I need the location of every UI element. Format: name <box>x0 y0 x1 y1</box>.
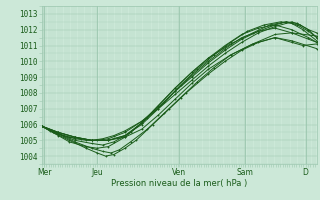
X-axis label: Pression niveau de la mer( hPa ): Pression niveau de la mer( hPa ) <box>111 179 247 188</box>
